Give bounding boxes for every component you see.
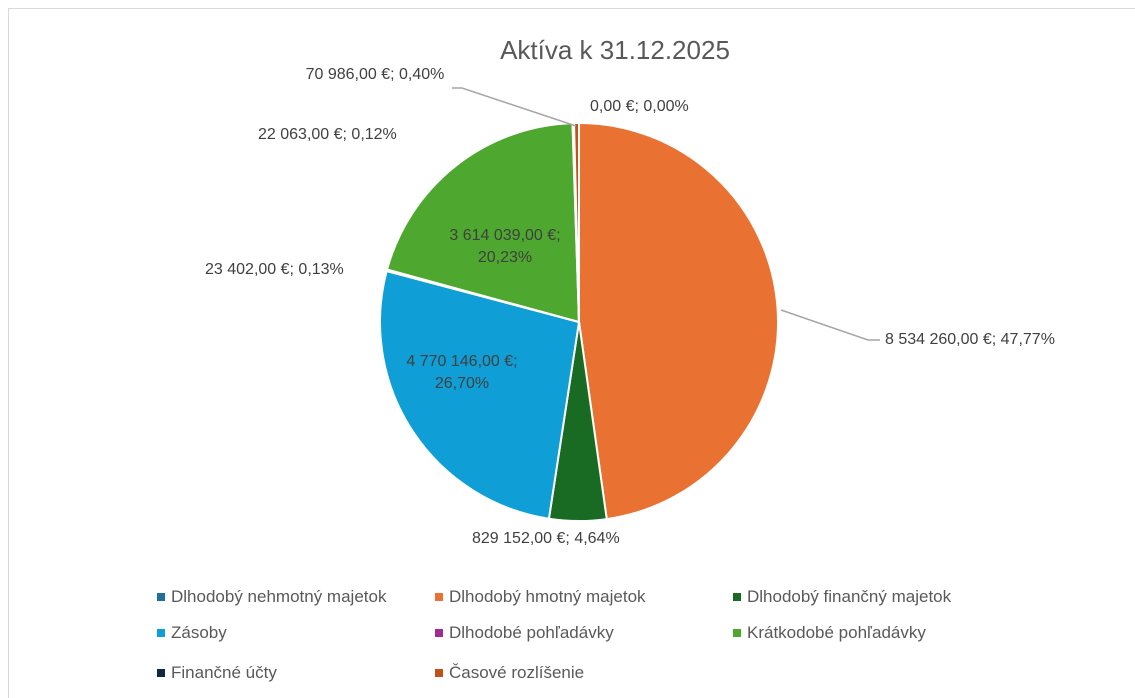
legend-item: Zásoby [157, 623, 227, 643]
legend-item: Krátkodobé pohľadávky [733, 623, 926, 643]
legend-item: Finančné účty [157, 663, 277, 683]
pie-slice [385, 122, 581, 324]
legend-swatch [733, 629, 741, 637]
data-label: 70 986,00 €; 0,40% [305, 66, 445, 83]
data-label: 0,00 €; 0,00% [590, 98, 689, 115]
legend-swatch [157, 629, 165, 637]
legend-label: Dlhodobý hmotný majetok [449, 587, 646, 606]
legend-label: Časové rozlíšenie [449, 663, 585, 682]
legend-swatch [733, 593, 741, 601]
legend-label: Dlhodobý nehmotný majetok [171, 587, 387, 606]
data-label: 829 152,00 €; 4,64% [472, 530, 620, 547]
legend-item: Dlhodobý hmotný majetok [435, 587, 646, 607]
chart-title: Aktíva k 31.12.2025 [500, 35, 730, 65]
legend-item: Dlhodobý nehmotný majetok [157, 587, 386, 607]
data-label: 4 770 146,00 €; 26,70% [406, 353, 518, 392]
legend-label: Dlhodobý finančný majetok [747, 587, 952, 606]
legend-label: Zásoby [171, 623, 227, 642]
legend-swatch [157, 593, 165, 601]
leader-line [780, 309, 880, 341]
legend-label: Finančné účty [171, 663, 277, 682]
legend-item: Dlhodobé pohľadávky [435, 623, 614, 643]
data-label: 8 534 260,00 €; 47,77% [885, 331, 1055, 348]
leader-line [452, 87, 577, 127]
pie-slice [578, 121, 779, 521]
data-label: 3 614 039,00 €; 20,23% [449, 227, 561, 266]
legend-swatch [435, 669, 443, 677]
pie-slice [573, 121, 580, 323]
data-label: 23 402,00 €; 0,13% [205, 261, 344, 278]
legend-item: Dlhodobý finančný majetok [733, 587, 951, 607]
data-label: 22 063,00 €; 0,12% [258, 126, 397, 143]
legend-swatch [157, 669, 165, 677]
legend-item: Časové rozlíšenie [435, 663, 584, 683]
legend-swatch [435, 629, 443, 637]
legend-label: Krátkodobé pohľadávky [747, 623, 926, 642]
legend-label: Dlhodobé pohľadávky [449, 623, 614, 642]
legend-swatch [435, 593, 443, 601]
pie-slice [379, 269, 581, 520]
